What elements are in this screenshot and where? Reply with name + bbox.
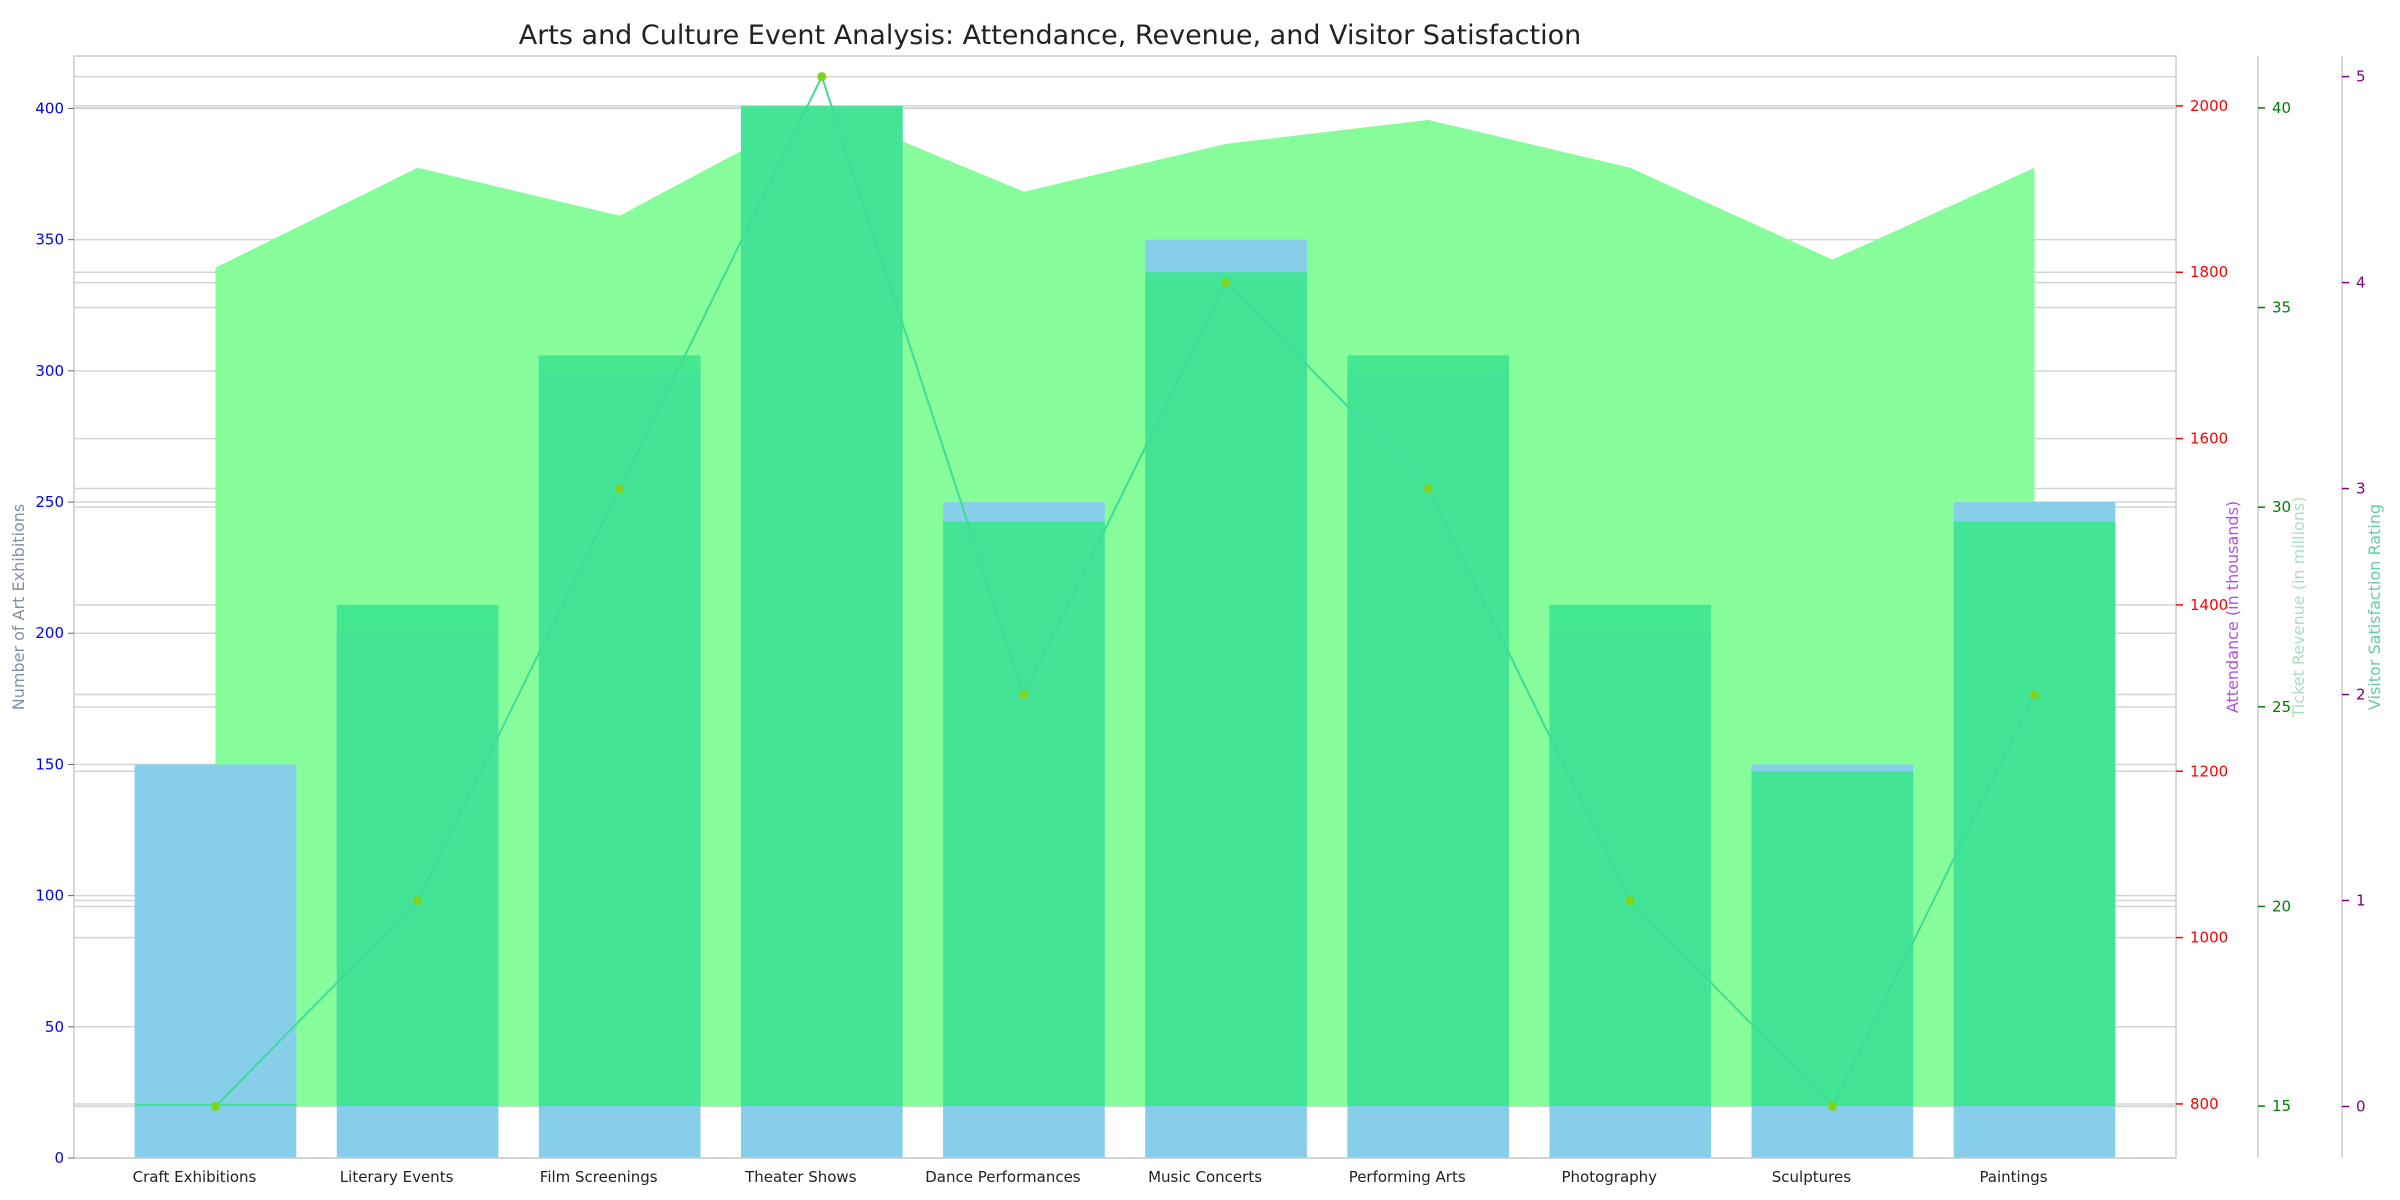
left-tick-350: 350 xyxy=(35,231,64,249)
right1-tick-1200: 1200 xyxy=(2190,762,2228,780)
right3-axis-label: Visitor Satisfaction Rating xyxy=(2365,504,2384,710)
left-tick-0: 0 xyxy=(54,1149,64,1167)
bar-attendance-performing-arts xyxy=(1347,355,1510,1107)
x-tick-sculptures: Sculptures xyxy=(1772,1168,1851,1186)
right2-tick-30: 30 xyxy=(2272,498,2291,516)
right2-tick-35: 35 xyxy=(2272,299,2291,317)
satisfaction-point-music-concerts xyxy=(1221,278,1231,288)
satisfaction-point-craft-exhibitions xyxy=(210,1102,220,1112)
satisfaction-point-film-screenings xyxy=(615,484,625,494)
satisfaction-point-paintings xyxy=(2030,690,2040,700)
x-tick-music-concerts: Music Concerts xyxy=(1148,1168,1262,1186)
bar-exhibitions-craft-exhibitions xyxy=(134,764,297,1158)
x-tick-dance-performances: Dance Performances xyxy=(925,1168,1081,1186)
bar-attendance-music-concerts xyxy=(1145,272,1307,1107)
right2-tick-25: 25 xyxy=(2272,698,2291,716)
x-tick-paintings: Paintings xyxy=(1979,1168,2047,1186)
x-tick-literary-events: Literary Events xyxy=(340,1168,454,1186)
left-tick-200: 200 xyxy=(35,624,64,642)
right1-tick-1400: 1400 xyxy=(2190,596,2228,614)
left-tick-100: 100 xyxy=(35,887,64,905)
bar-attendance-paintings xyxy=(1953,521,2116,1107)
right2-tick-15: 15 xyxy=(2272,1097,2291,1115)
right1-tick-1600: 1600 xyxy=(2190,430,2228,448)
satisfaction-point-literary-events xyxy=(413,896,423,906)
bar-attendance-film-screenings xyxy=(538,355,701,1107)
axes-layer: Craft Exhibitions Literary Events Film Scr… xyxy=(9,56,2384,1186)
right1-tick-1800: 1800 xyxy=(2190,263,2228,281)
x-tick-craft-exhibitions: Craft Exhibitions xyxy=(133,1168,257,1186)
right2-tick-20: 20 xyxy=(2272,897,2291,915)
right1-tick-1000: 1000 xyxy=(2190,929,2228,947)
right3-tick-5: 5 xyxy=(2356,68,2366,86)
x-tick-theater-shows: Theater Shows xyxy=(744,1168,857,1186)
x-tick-photography: Photography xyxy=(1561,1168,1657,1186)
bar-attendance-theater-shows xyxy=(740,105,903,1107)
right3-tick-2: 2 xyxy=(2356,686,2366,704)
satisfaction-point-performing-arts xyxy=(1423,484,1433,494)
satisfaction-point-dance-performances xyxy=(1019,690,1029,700)
right3-tick-0: 0 xyxy=(2356,1098,2366,1116)
bar-attendance-sculptures xyxy=(1751,771,1914,1107)
satisfaction-point-theater-shows xyxy=(817,72,827,82)
right1-axis-label: Attendance (in thousands) xyxy=(2223,501,2242,713)
right3-tick-4: 4 xyxy=(2356,274,2366,292)
plot-frame xyxy=(73,55,2177,1159)
left-tick-50: 50 xyxy=(45,1018,64,1036)
x-tick-performing-arts: Performing Arts xyxy=(1349,1168,1466,1186)
left-tick-400: 400 xyxy=(35,99,64,117)
satisfaction-point-photography xyxy=(1625,896,1635,906)
left-axis-label: Number of Art Exhibitions xyxy=(9,504,28,711)
bar-attendance-literary-events xyxy=(336,604,499,1107)
left-tick-150: 150 xyxy=(35,755,64,773)
right1-tick-800: 800 xyxy=(2190,1095,2219,1113)
bar-attendance-dance-performances xyxy=(943,521,1105,1107)
right3-tick-1: 1 xyxy=(2356,892,2366,910)
right2-tick-40: 40 xyxy=(2272,99,2291,117)
x-tick-film-screenings: Film Screenings xyxy=(540,1168,658,1186)
bar-attendance-photography xyxy=(1549,604,1712,1107)
right2-axis-label: Ticket Revenue (in millions) xyxy=(2289,497,2308,719)
left-tick-250: 250 xyxy=(35,493,64,511)
left-tick-300: 300 xyxy=(35,362,64,380)
right1-tick-2000: 2000 xyxy=(2190,97,2228,115)
satisfaction-point-sculptures xyxy=(1827,1102,1837,1112)
satisfaction-line xyxy=(214,73,2036,1109)
right3-tick-3: 3 xyxy=(2356,480,2366,498)
chart-title: Arts and Culture Event Analysis: Attenda… xyxy=(519,20,1582,51)
satisfaction-line-layer xyxy=(210,72,2040,1112)
